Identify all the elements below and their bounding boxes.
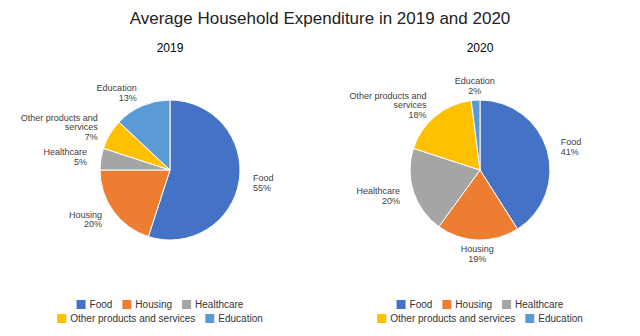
slices — [100, 100, 240, 240]
legend-label: Healthcare — [195, 299, 244, 310]
legend-item: Healthcare — [502, 299, 564, 310]
pie-slice — [471, 100, 480, 170]
slice-labels: Food55% Housing20% Healthcare5% Other produ… — [21, 83, 274, 229]
slice-label: Education13% — [97, 83, 137, 103]
pie-subtitle: 2020 — [467, 41, 494, 55]
legend-swatch — [182, 300, 191, 309]
pie-slice — [119, 100, 170, 170]
legend-label: Education — [538, 313, 582, 324]
legend-item: Other products and services — [377, 313, 515, 324]
slice-label: Housing19% — [461, 244, 494, 264]
slice-label: Other products andservices7% — [21, 112, 99, 142]
pie-subtitle: 2019 — [157, 41, 184, 55]
legend-item: Housing — [442, 299, 492, 310]
slice-label: Healthcare5% — [44, 147, 88, 167]
legend-swatch — [377, 314, 386, 323]
legend-item: Other products and services — [57, 313, 195, 324]
legend-item: Healthcare — [182, 299, 244, 310]
chart-title: Average Household Expenditure in 2019 an… — [130, 9, 511, 28]
slice-label: Housing20% — [69, 210, 102, 230]
legend-swatch — [397, 300, 406, 309]
legend-label: Education — [218, 313, 262, 324]
legend-label: Food — [90, 299, 113, 310]
legend-item: Education — [525, 313, 582, 324]
legend-label: Housing — [455, 299, 492, 310]
legend: Food Housing HealthcareOther products and … — [57, 299, 263, 324]
legend-item: Housing — [122, 299, 172, 310]
legend-swatch — [442, 300, 451, 309]
legend-item: Food — [77, 299, 113, 310]
legend-label: Other products and services — [390, 313, 515, 324]
slices — [410, 100, 550, 240]
pie-slice — [100, 170, 170, 237]
slice-label: Education2% — [455, 76, 495, 96]
legend-label: Housing — [135, 299, 172, 310]
legend-label: Healthcare — [515, 299, 564, 310]
slice-label: Healthcare20% — [357, 186, 401, 206]
legend-swatch — [77, 300, 86, 309]
slice-label: Food41% — [561, 137, 582, 157]
legend-swatch — [57, 314, 66, 323]
legend-label: Food — [410, 299, 433, 310]
legend: Food Housing HealthcareOther products and … — [377, 299, 583, 324]
legend-item: Food — [397, 299, 433, 310]
slice-labels: Food41% Housing19% Healthcare20% Other prod… — [349, 76, 581, 264]
legend-swatch — [502, 300, 511, 309]
legend-swatch — [205, 314, 214, 323]
slice-label: Other products andservices18% — [349, 91, 427, 121]
slice-label: Food55% — [253, 173, 274, 193]
legend-label: Other products and services — [70, 313, 195, 324]
pie-chart: 2020 Food41% Housing19% Healthcare20% Other … — [349, 41, 582, 324]
chart-root: Average Household Expenditure in 2019 an… — [0, 0, 640, 336]
legend-swatch — [122, 300, 131, 309]
legend-item: Education — [205, 313, 262, 324]
legend-swatch — [525, 314, 534, 323]
pie-chart: 2019 Food55% Housing20% Healthcare5% Other p… — [21, 41, 274, 324]
